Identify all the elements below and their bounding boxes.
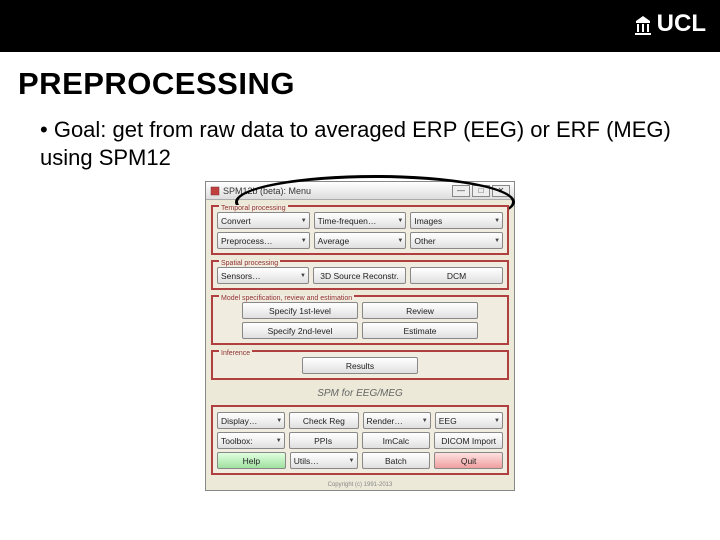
model-panel: Model specification, review and estimati… (211, 295, 509, 345)
estimate-button[interactable]: Estimate (362, 322, 478, 339)
panel-label: Inference (219, 350, 252, 357)
logo-text: UCL (657, 10, 706, 38)
window-icon (210, 186, 220, 196)
ppis-button[interactable]: PPIs (289, 432, 358, 449)
chevron-down-icon: ▼ (397, 218, 403, 224)
spatial-panel: Spatial processing Sensors…▼3D Source Re… (211, 260, 509, 290)
maximize-button[interactable]: □ (472, 185, 490, 197)
imcalc-button[interactable]: ImCalc (362, 432, 431, 449)
images-button[interactable]: Images▼ (410, 212, 503, 229)
3d-source-reconstr-button[interactable]: 3D Source Reconstr. (313, 267, 406, 284)
header-bar: UCL (0, 0, 720, 52)
chevron-down-icon: ▼ (397, 238, 403, 244)
temporal-panel: Temporal processing Convert▼Time-frequen… (211, 205, 509, 255)
chevron-down-icon: ▼ (494, 218, 500, 224)
window-controls: — □ ✕ (452, 185, 510, 197)
utils-button[interactable]: Utils…▼ (290, 452, 358, 469)
window-title: SPM12b (beta): Menu (223, 186, 311, 196)
chevron-down-icon: ▼ (494, 418, 500, 424)
spm-menu-window: SPM12b (beta): Menu — □ ✕ Temporal proce… (205, 181, 515, 491)
spm-screenshot-wrap: SPM12b (beta): Menu — □ ✕ Temporal proce… (205, 181, 515, 491)
window-titlebar: SPM12b (beta): Menu — □ ✕ (206, 182, 514, 200)
minimize-button[interactable]: — (452, 185, 470, 197)
other-button[interactable]: Other▼ (410, 232, 503, 249)
panel-label: Model specification, review and estimati… (219, 295, 354, 302)
chevron-down-icon: ▼ (301, 238, 307, 244)
dcm-button[interactable]: DCM (410, 267, 503, 284)
panel-label: Spatial processing (219, 260, 280, 267)
copyright-text: Copyright (c) 1991-2013 (206, 480, 514, 490)
chevron-down-icon: ▼ (300, 273, 306, 279)
ucl-logo: UCL (633, 10, 706, 38)
bottom-panel: Display…▼Check Reg Render…▼EEG▼ Toolbox:▼… (211, 405, 509, 475)
convert-button[interactable]: Convert▼ (217, 212, 310, 229)
chevron-down-icon: ▼ (494, 238, 500, 244)
sensors-button[interactable]: Sensors…▼ (217, 267, 309, 284)
render-button[interactable]: Render…▼ (363, 412, 431, 429)
display-button[interactable]: Display…▼ (217, 412, 285, 429)
spm-subtitle: SPM for EEG/MEG (206, 385, 514, 400)
slide-title: PREPROCESSING (18, 66, 720, 102)
ucl-building-icon (633, 14, 653, 34)
specify-2nd-level-button[interactable]: Specify 2nd-level (242, 322, 358, 339)
check-reg-button[interactable]: Check Reg (289, 412, 358, 429)
inference-panel: Inference Results (211, 350, 509, 380)
results-button[interactable]: Results (302, 357, 418, 374)
close-button[interactable]: ✕ (492, 185, 510, 197)
toolbox-button[interactable]: Toolbox:▼ (217, 432, 285, 449)
eeg-button[interactable]: EEG▼ (435, 412, 503, 429)
slide-bullet: Goal: get from raw data to averaged ERP … (40, 116, 680, 171)
average-button[interactable]: Average▼ (314, 232, 407, 249)
batch-button[interactable]: Batch (362, 452, 431, 469)
dicom-import-button[interactable]: DICOM Import (434, 432, 503, 449)
chevron-down-icon: ▼ (349, 458, 355, 464)
chevron-down-icon: ▼ (276, 418, 282, 424)
preprocess-button[interactable]: Preprocess…▼ (217, 232, 310, 249)
chevron-down-icon: ▼ (276, 438, 282, 444)
help-button[interactable]: Help (217, 452, 286, 469)
quit-button[interactable]: Quit (434, 452, 503, 469)
panel-label: Temporal processing (219, 205, 288, 212)
chevron-down-icon: ▼ (301, 218, 307, 224)
review-button[interactable]: Review (362, 302, 478, 319)
chevron-down-icon: ▼ (422, 418, 428, 424)
specify-1st-level-button[interactable]: Specify 1st-level (242, 302, 358, 319)
time-frequen-button[interactable]: Time-frequen…▼ (314, 212, 407, 229)
